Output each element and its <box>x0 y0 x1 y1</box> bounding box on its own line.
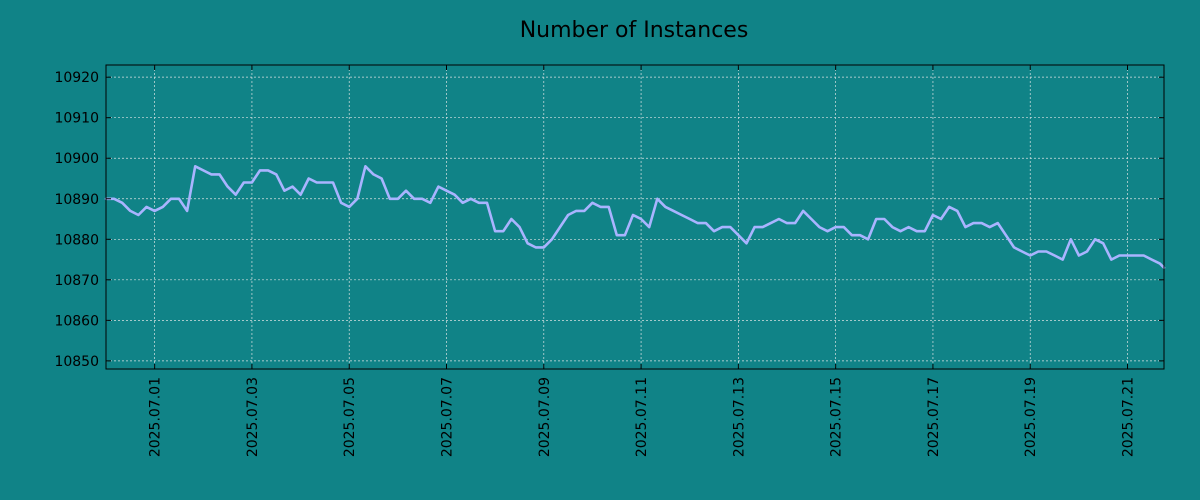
y-tick-label: 10910 <box>54 111 99 127</box>
grid <box>106 65 1164 369</box>
x-tick-label: 2025.07.01 <box>148 377 164 457</box>
y-tick-label: 10850 <box>54 354 99 370</box>
x-tick-label: 2025.07.17 <box>926 377 942 457</box>
y-tick-label: 10880 <box>54 232 99 248</box>
chart-title: Number of Instances <box>520 18 749 43</box>
x-tick-label: 2025.07.19 <box>1023 377 1039 457</box>
x-tick-label: 2025.07.21 <box>1121 377 1137 457</box>
x-tick-label: 2025.07.11 <box>634 377 650 457</box>
series-layer <box>104 165 1166 270</box>
x-tick-label: 2025.07.05 <box>342 377 358 457</box>
x-tick-label: 2025.07.09 <box>537 377 553 457</box>
y-tick-label: 10870 <box>54 273 99 289</box>
x-tick-label: 2025.07.15 <box>829 377 845 457</box>
y-tick-label: 10890 <box>54 192 99 208</box>
x-tick-label: 2025.07.03 <box>245 377 261 457</box>
y-tick-label: 10900 <box>54 151 99 167</box>
axes: 10850 10860 10870 10880 10890 10900 10910 10920… <box>54 64 1165 457</box>
y-tick-label: 10860 <box>54 313 99 329</box>
plot-frame <box>105 64 1165 370</box>
x-tick-label: 2025.07.13 <box>731 377 747 457</box>
series-line <box>104 165 1166 270</box>
y-tick-label: 10920 <box>54 70 99 86</box>
x-tick-label: 2025.07.07 <box>440 377 456 457</box>
